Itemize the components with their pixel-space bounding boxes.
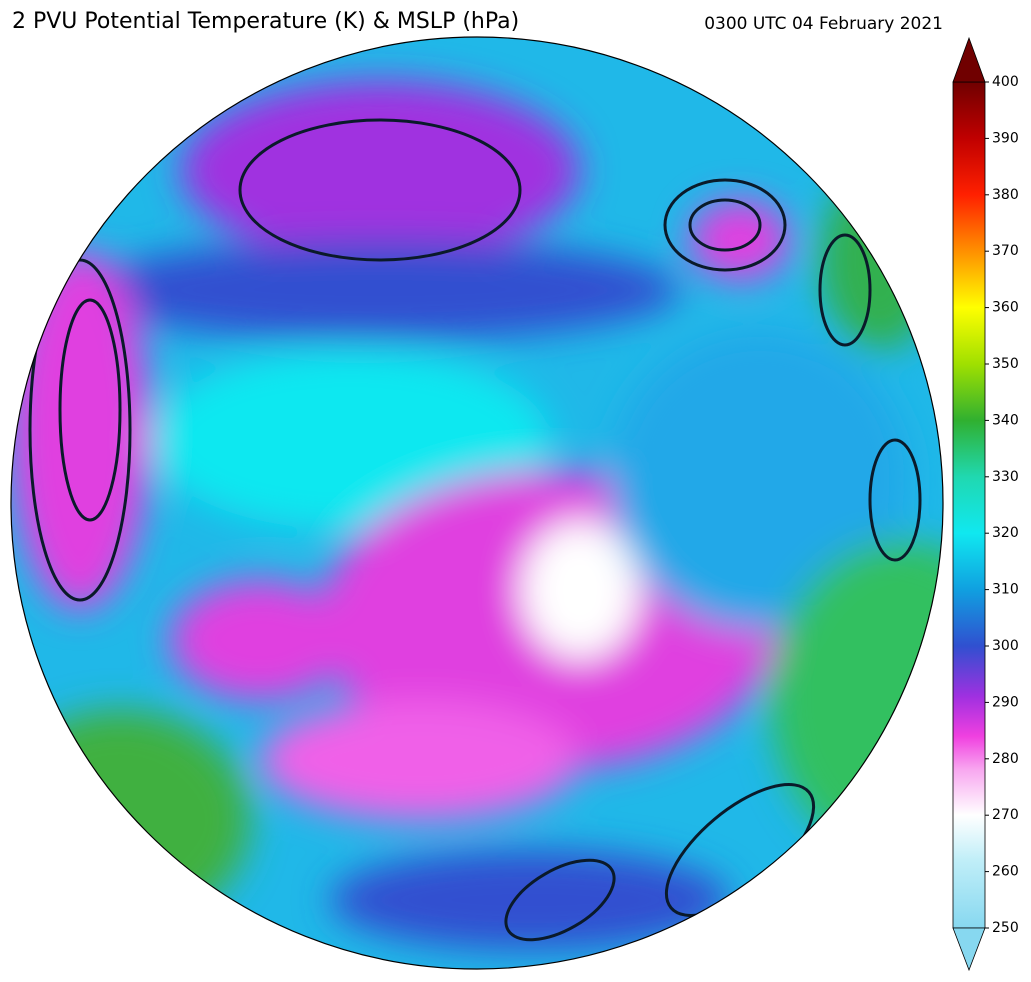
colorbar-tick-label: 370 — [992, 243, 1019, 259]
field-blob — [820, 170, 940, 350]
colorbar-tick-label: 360 — [992, 300, 1019, 316]
field-blob — [11, 250, 150, 610]
colorbar-tick-label: 280 — [992, 751, 1019, 767]
colorbar-tick-label: 300 — [992, 638, 1019, 654]
globe-outline — [10, 36, 944, 970]
colorbar-tick-label: 330 — [992, 469, 1019, 485]
contour — [868, 438, 922, 562]
colorbar-tick-label: 350 — [992, 356, 1019, 372]
contour — [818, 233, 872, 347]
field-blob — [770, 540, 943, 860]
field-blob — [520, 520, 640, 660]
field-blob — [330, 850, 730, 950]
contour — [688, 198, 762, 252]
timestamp: 0300 UTC 04 February 2021 — [704, 14, 943, 34]
colorbar-tick-label: 340 — [992, 412, 1019, 428]
colorbar-tick-label: 260 — [992, 864, 1019, 880]
colorbar-tick-label: 390 — [992, 130, 1019, 146]
colorbar-tick-label: 400 — [992, 74, 1019, 90]
colorbar-tick-label: 310 — [992, 582, 1019, 598]
field-blob — [80, 240, 680, 340]
colorbar-extend-min — [952, 927, 986, 972]
field-blob — [610, 330, 910, 630]
contour — [504, 858, 616, 942]
title: 2 PVU Potential Temperature (K) & MSLP (… — [12, 9, 519, 34]
colorbar-scale — [952, 81, 986, 929]
colorbar-tick-label: 250 — [992, 920, 1019, 936]
colorbar-extend-max — [952, 36, 986, 83]
contour — [238, 118, 522, 262]
contour — [663, 178, 787, 272]
colorbar-tick-label: 290 — [992, 694, 1019, 710]
field-blob — [11, 710, 250, 930]
field-blob — [260, 700, 580, 820]
globe-map — [11, 37, 943, 969]
colorbar-tick-label: 380 — [992, 187, 1019, 203]
contour — [28, 258, 132, 602]
contour — [58, 298, 122, 522]
field-blob — [180, 80, 580, 260]
field-blob — [170, 580, 350, 700]
colorbar-tick-label: 270 — [992, 807, 1019, 823]
temperature-field — [11, 80, 943, 950]
colorbar: 250 260 270 280 290 300 310 320 330 340 350 360 370 3… — [952, 36, 1019, 972]
colorbar-tick-label: 320 — [992, 525, 1019, 541]
